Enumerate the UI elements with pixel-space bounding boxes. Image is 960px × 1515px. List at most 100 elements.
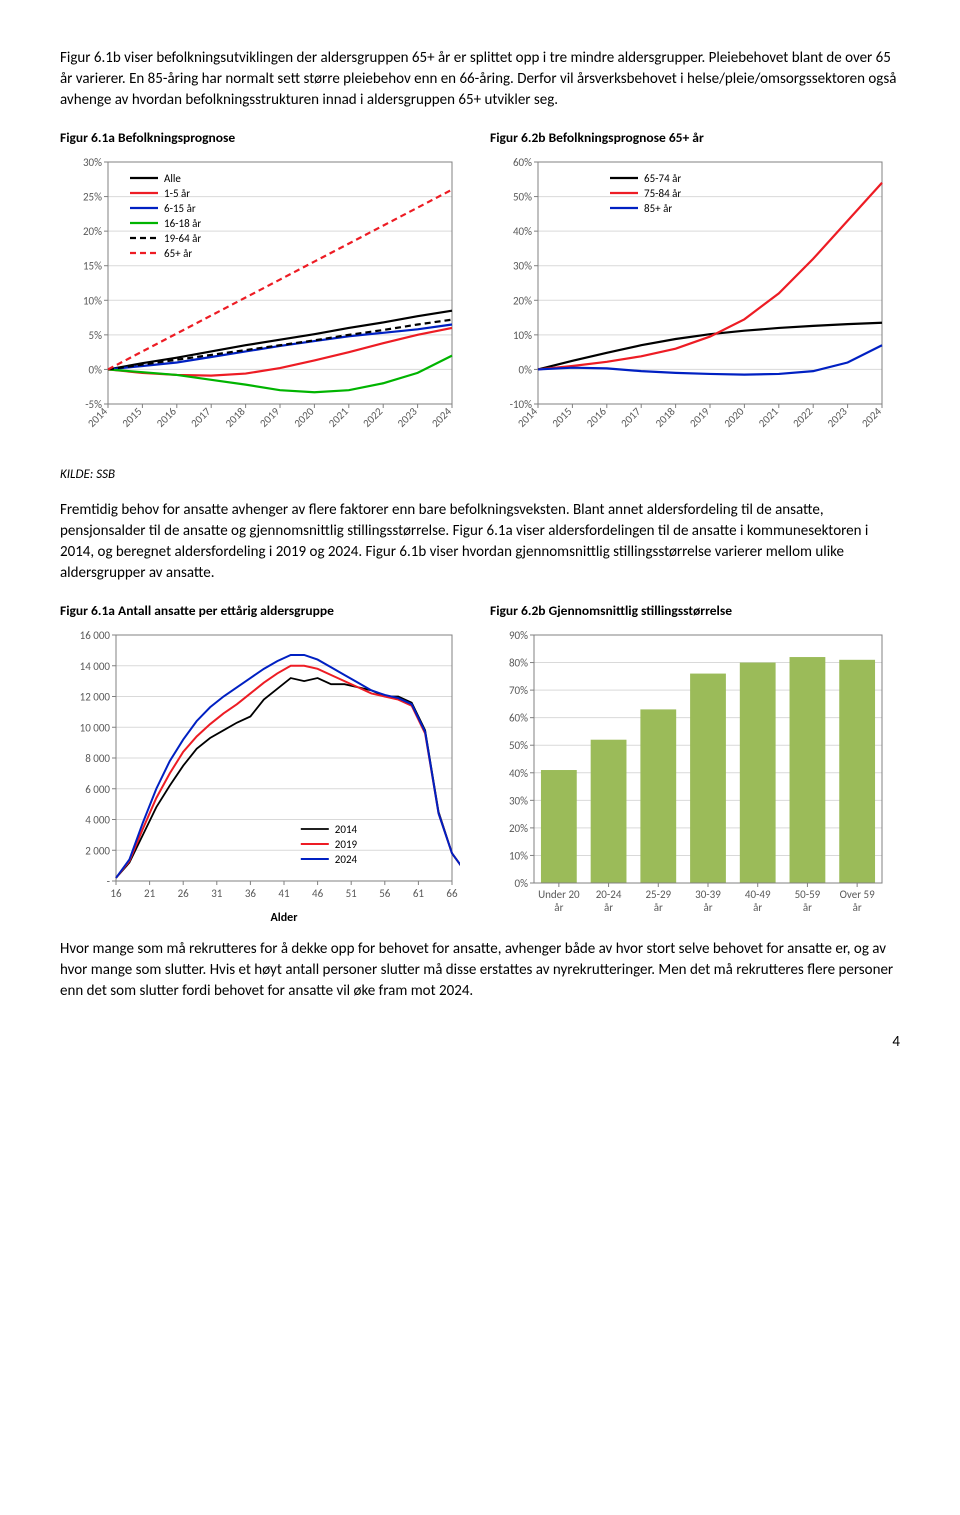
chart-1a: Figur 6.1a Befolkningsprognose -5%0%5%10… bbox=[60, 129, 470, 454]
svg-text:31: 31 bbox=[211, 887, 223, 900]
chart-2b: Figur 6.2b Gjennomsnittlig stillingsstør… bbox=[490, 602, 900, 927]
chart-row-1: Figur 6.1a Befolkningsprognose -5%0%5%10… bbox=[60, 129, 900, 454]
svg-text:40-49: 40-49 bbox=[745, 888, 771, 901]
svg-text:6 000: 6 000 bbox=[85, 783, 110, 796]
svg-text:2021: 2021 bbox=[756, 405, 781, 430]
svg-text:2015: 2015 bbox=[120, 405, 145, 430]
svg-text:0%: 0% bbox=[519, 363, 533, 376]
chart-1a-title: Figur 6.1a Befolkningsprognose bbox=[60, 129, 470, 148]
svg-text:2022: 2022 bbox=[790, 405, 815, 430]
svg-text:46: 46 bbox=[312, 887, 324, 900]
svg-text:60%: 60% bbox=[513, 156, 532, 169]
svg-text:36: 36 bbox=[245, 887, 257, 900]
svg-text:16-18 år: 16-18 år bbox=[164, 217, 201, 230]
svg-text:80%: 80% bbox=[509, 657, 528, 670]
paragraph-2: Fremtidig behov for ansatte avhenger av … bbox=[60, 500, 900, 584]
svg-text:0%: 0% bbox=[515, 877, 529, 890]
svg-text:Under 20: Under 20 bbox=[538, 888, 580, 901]
svg-text:år: år bbox=[703, 901, 712, 914]
svg-text:2020: 2020 bbox=[722, 405, 747, 430]
svg-text:50%: 50% bbox=[509, 739, 528, 752]
svg-text:2020: 2020 bbox=[292, 405, 317, 430]
source-label: KILDE: SSB bbox=[60, 466, 900, 484]
svg-text:2014: 2014 bbox=[335, 823, 358, 836]
svg-text:2017: 2017 bbox=[188, 405, 213, 430]
svg-text:21: 21 bbox=[144, 887, 156, 900]
chart-2b-title: Figur 6.2b Gjennomsnittlig stillingsstør… bbox=[490, 602, 900, 621]
svg-text:30-39: 30-39 bbox=[695, 888, 721, 901]
svg-text:30%: 30% bbox=[83, 156, 102, 169]
svg-text:2023: 2023 bbox=[825, 405, 850, 430]
svg-text:85+ år: 85+ år bbox=[644, 202, 672, 215]
svg-text:65+ år: 65+ år bbox=[164, 247, 192, 260]
svg-text:2018: 2018 bbox=[653, 405, 678, 430]
paragraph-3: Hvor mange som må rekrutteres for å dekk… bbox=[60, 939, 900, 1002]
svg-text:2016: 2016 bbox=[154, 405, 179, 430]
svg-text:20%: 20% bbox=[509, 822, 528, 835]
svg-text:2016: 2016 bbox=[584, 405, 609, 430]
svg-text:20%: 20% bbox=[83, 225, 102, 238]
svg-text:14 000: 14 000 bbox=[80, 660, 111, 673]
svg-text:16: 16 bbox=[110, 887, 122, 900]
svg-text:2019: 2019 bbox=[687, 405, 712, 430]
svg-text:30%: 30% bbox=[513, 260, 532, 273]
svg-text:2018: 2018 bbox=[223, 405, 248, 430]
svg-text:2019: 2019 bbox=[257, 405, 282, 430]
svg-text:75-84 år: 75-84 år bbox=[644, 187, 681, 200]
chart-row-2: Figur 6.1a Antall ansatte per ettårig al… bbox=[60, 602, 900, 927]
svg-text:50-59: 50-59 bbox=[795, 888, 821, 901]
chart-1b-title: Figur 6.2b Befolkningsprognose 65+ år bbox=[490, 129, 900, 148]
svg-text:5%: 5% bbox=[89, 329, 103, 342]
svg-text:25%: 25% bbox=[83, 190, 102, 203]
svg-text:2024: 2024 bbox=[429, 405, 454, 430]
svg-text:8 000: 8 000 bbox=[85, 752, 110, 765]
svg-text:10%: 10% bbox=[83, 294, 102, 307]
svg-text:år: år bbox=[654, 901, 663, 914]
chart-1b-svg: -10%0%10%20%30%40%50%60%2014201520162017… bbox=[490, 154, 890, 454]
svg-text:år: år bbox=[604, 901, 613, 914]
svg-text:2019: 2019 bbox=[335, 838, 358, 851]
svg-text:0%: 0% bbox=[89, 363, 103, 376]
svg-text:år: år bbox=[554, 901, 563, 914]
svg-text:16 000: 16 000 bbox=[80, 629, 111, 642]
chart-1a-svg: -5%0%5%10%15%20%25%30%201420152016201720… bbox=[60, 154, 460, 454]
svg-text:56: 56 bbox=[379, 887, 391, 900]
svg-text:60%: 60% bbox=[509, 712, 528, 725]
chart-2a-title: Figur 6.1a Antall ansatte per ettårig al… bbox=[60, 602, 470, 621]
svg-text:40%: 40% bbox=[513, 225, 532, 238]
svg-text:90%: 90% bbox=[509, 629, 528, 642]
svg-text:66: 66 bbox=[446, 887, 458, 900]
svg-text:Alle: Alle bbox=[164, 172, 181, 185]
chart-2a: Figur 6.1a Antall ansatte per ettårig al… bbox=[60, 602, 470, 927]
svg-text:30%: 30% bbox=[509, 794, 528, 807]
svg-text:20%: 20% bbox=[513, 294, 532, 307]
svg-text:25-29: 25-29 bbox=[645, 888, 671, 901]
svg-text:41: 41 bbox=[278, 887, 290, 900]
svg-text:50%: 50% bbox=[513, 190, 532, 203]
svg-text:4 000: 4 000 bbox=[85, 813, 110, 826]
svg-text:år: år bbox=[853, 901, 862, 914]
svg-text:2021: 2021 bbox=[326, 405, 351, 430]
svg-text:15%: 15% bbox=[83, 260, 102, 273]
svg-text:2024: 2024 bbox=[859, 405, 884, 430]
svg-text:2022: 2022 bbox=[360, 405, 385, 430]
svg-text:1-5 år: 1-5 år bbox=[164, 187, 190, 200]
svg-text:Alder: Alder bbox=[271, 911, 299, 925]
svg-text:Over 59: Over 59 bbox=[840, 888, 876, 901]
svg-text:10 000: 10 000 bbox=[80, 721, 111, 734]
svg-text:40%: 40% bbox=[509, 767, 528, 780]
svg-text:2015: 2015 bbox=[550, 405, 575, 430]
page-number: 4 bbox=[60, 1032, 900, 1053]
svg-text:år: år bbox=[803, 901, 812, 914]
svg-text:år: år bbox=[753, 901, 762, 914]
chart-1b: Figur 6.2b Befolkningsprognose 65+ år -1… bbox=[490, 129, 900, 454]
svg-text:70%: 70% bbox=[509, 684, 528, 697]
svg-text:12 000: 12 000 bbox=[80, 690, 111, 703]
paragraph-1: Figur 6.1b viser befolkningsutviklingen … bbox=[60, 48, 900, 111]
svg-text:10%: 10% bbox=[509, 849, 528, 862]
chart-2b-svg: 0%10%20%30%40%50%60%70%80%90%Under 20år2… bbox=[490, 627, 890, 927]
svg-text:51: 51 bbox=[346, 887, 358, 900]
svg-text:2017: 2017 bbox=[618, 405, 643, 430]
svg-text:20-24: 20-24 bbox=[596, 888, 622, 901]
svg-text:61: 61 bbox=[413, 887, 425, 900]
